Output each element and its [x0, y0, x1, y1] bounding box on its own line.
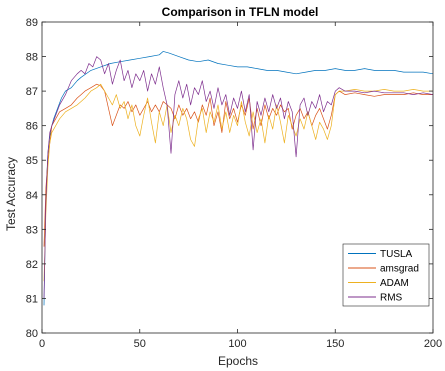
- legend-box: [342, 243, 430, 307]
- legend-label: amsgrad: [380, 264, 419, 275]
- x-axis-label: Epochs: [218, 354, 258, 368]
- y-tick-label: 86: [26, 121, 38, 133]
- y-tick-label: 80: [26, 328, 38, 340]
- series-line-tusla: [43, 51, 434, 306]
- legend: TUSLA amsgrad ADAM RMS: [342, 243, 430, 307]
- y-tick-label: 89: [26, 17, 38, 29]
- y-tick-label: 81: [26, 293, 38, 305]
- legend-label: ADAM: [380, 278, 409, 289]
- y-tick-label: 84: [26, 190, 38, 202]
- ticks-layer: 0 50 100 150 200 80 81 82 83 84 85 86 87 88 89: [26, 17, 442, 350]
- series-line-rms: [43, 56, 434, 299]
- x-tick-label: 100: [228, 338, 246, 350]
- x-tick-label: 0: [39, 338, 45, 350]
- y-axis-label: Test Accuracy: [4, 157, 18, 231]
- x-tick-label: 200: [424, 338, 442, 350]
- y-tick-label: 87: [26, 86, 38, 98]
- legend-label: TUSLA: [380, 249, 413, 260]
- legend-label: RMS: [380, 293, 403, 304]
- y-tick-label: 83: [26, 224, 38, 236]
- y-tick-label: 82: [26, 259, 38, 271]
- series-layer: [43, 51, 434, 306]
- y-tick-label: 85: [26, 155, 38, 167]
- x-tick-label: 50: [134, 338, 146, 350]
- series-line-adam: [43, 83, 433, 282]
- chart-title: Comparison in TFLN model: [162, 5, 319, 19]
- y-tick-label: 88: [26, 52, 38, 64]
- series-line-amsgrad: [43, 83, 433, 247]
- x-tick-label: 150: [326, 338, 344, 350]
